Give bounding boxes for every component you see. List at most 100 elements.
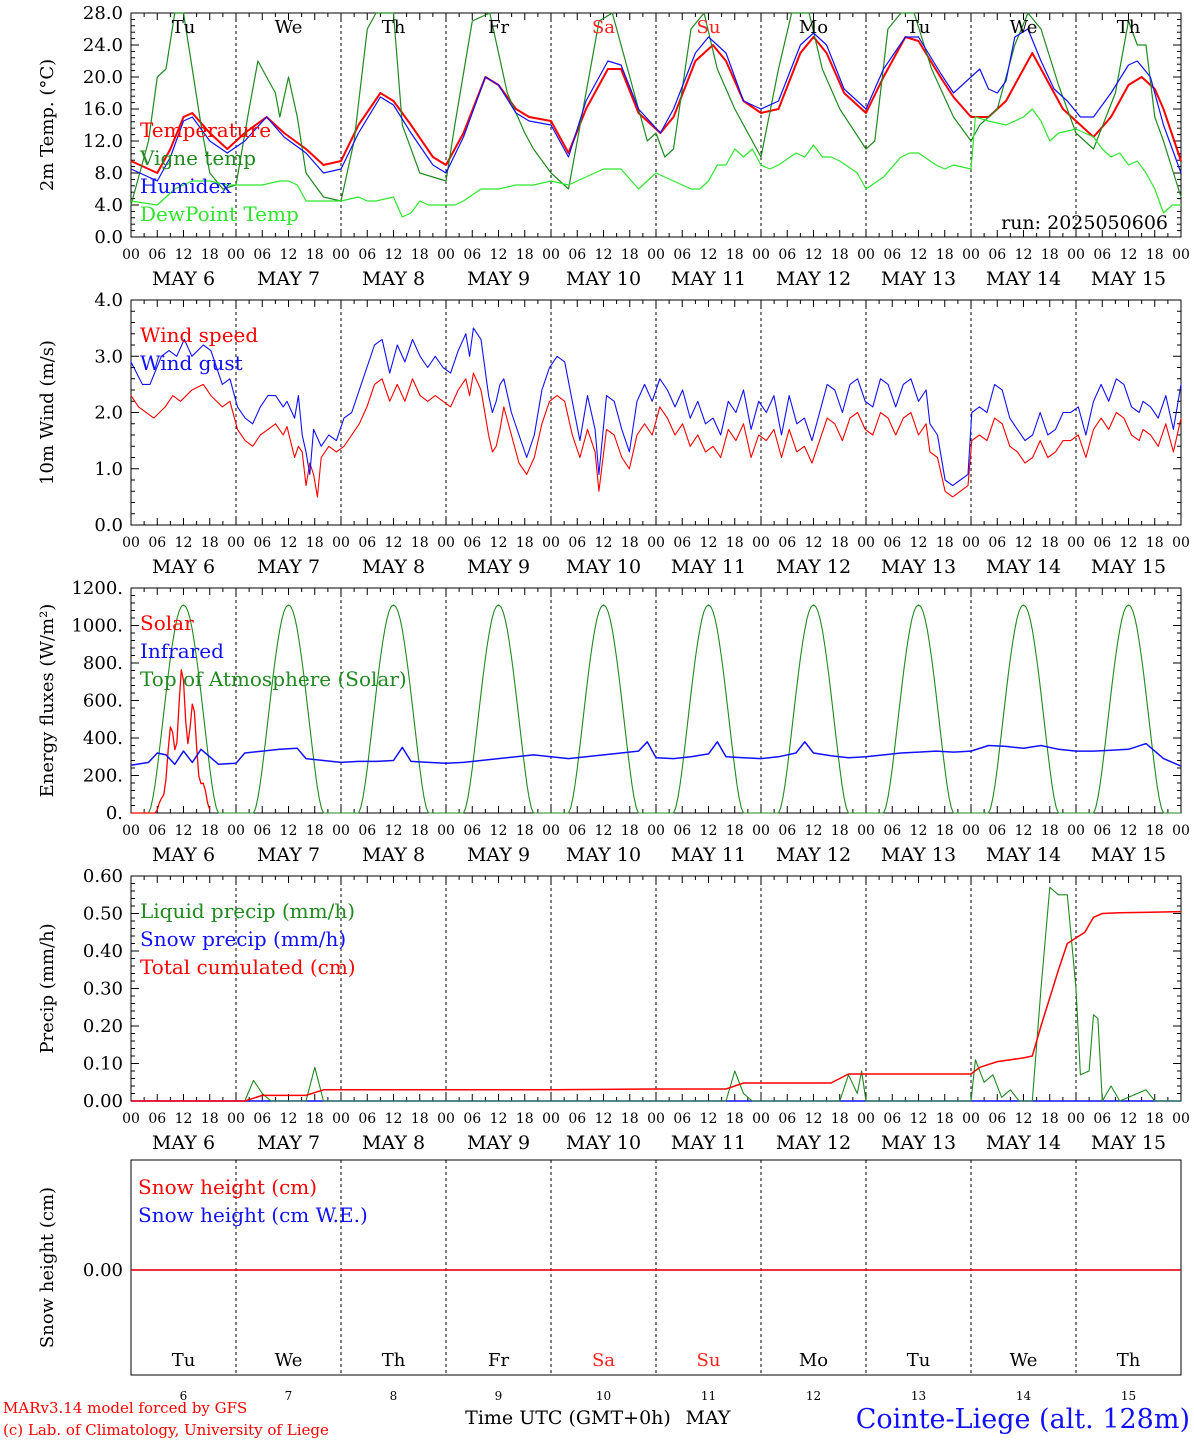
hour-label: 00 bbox=[752, 247, 770, 263]
legend-entry: DewPoint Temp bbox=[140, 202, 299, 226]
date-label: MAY 10 bbox=[566, 1132, 641, 1154]
hour-label: 12 bbox=[280, 247, 298, 263]
hour-label: 18 bbox=[1146, 535, 1164, 551]
hour-label: 18 bbox=[306, 1111, 324, 1127]
hour-label: 06 bbox=[253, 1111, 271, 1127]
hour-label: 18 bbox=[306, 535, 324, 551]
y-tick-label: 4.0 bbox=[94, 290, 123, 311]
hour-label: 18 bbox=[201, 823, 219, 839]
hour-label: 00 bbox=[1067, 1111, 1085, 1127]
series-line-total-cumulated bbox=[131, 910, 1182, 1102]
series-line-toa-solar bbox=[131, 604, 1181, 814]
date-label: MAY 15 bbox=[1091, 844, 1166, 866]
hour-label: 00 bbox=[332, 823, 350, 839]
weekday-label-top: Mo bbox=[799, 17, 828, 38]
y-axis-label: 2m Temp. (°C) bbox=[37, 59, 58, 191]
footer-copyright: (c) Lab. of Climatology, University of L… bbox=[3, 1421, 329, 1439]
y-tick-label: 800. bbox=[83, 653, 123, 674]
hour-label: 06 bbox=[988, 535, 1006, 551]
y-tick-label: 16.0 bbox=[83, 99, 123, 120]
day-number-label: 6 bbox=[180, 1389, 188, 1403]
hour-label: 18 bbox=[936, 1111, 954, 1127]
hour-label: 12 bbox=[700, 535, 718, 551]
data-lines bbox=[130, 12, 1182, 1271]
hour-label: 00 bbox=[647, 247, 665, 263]
hour-label: 06 bbox=[463, 823, 481, 839]
hour-label: 00 bbox=[1172, 247, 1190, 263]
hour-label: 18 bbox=[1146, 823, 1164, 839]
date-label: MAY 12 bbox=[776, 844, 851, 866]
hour-label: 06 bbox=[1093, 1111, 1111, 1127]
hour-label: 00 bbox=[962, 1111, 980, 1127]
date-label: MAY 13 bbox=[881, 1132, 956, 1154]
date-label: MAY 11 bbox=[671, 1132, 746, 1154]
hour-label: 00 bbox=[1067, 823, 1085, 839]
hour-label: 12 bbox=[595, 823, 613, 839]
legend-entry: Temperature bbox=[140, 118, 271, 142]
y-tick-label: 3.0 bbox=[94, 346, 123, 367]
hour-label: 06 bbox=[148, 247, 166, 263]
hour-label: 00 bbox=[647, 823, 665, 839]
hour-label: 18 bbox=[936, 535, 954, 551]
run-label: run: 2025050606 bbox=[1001, 212, 1168, 234]
hour-label: 00 bbox=[1067, 535, 1085, 551]
hour-label: 12 bbox=[175, 823, 193, 839]
hour-label: 18 bbox=[726, 535, 744, 551]
hour-label: 06 bbox=[253, 247, 271, 263]
date-label: MAY 9 bbox=[467, 1132, 530, 1154]
legends: Temperature Vigne temp Humidex DewPoint Tem… bbox=[138, 118, 407, 1227]
date-label: MAY 12 bbox=[776, 268, 851, 290]
series-line-infrared bbox=[130, 741, 1182, 767]
y-axis-label: Snow height (cm) bbox=[37, 1187, 58, 1348]
hour-label: 00 bbox=[752, 535, 770, 551]
date-label: MAY 10 bbox=[566, 556, 641, 578]
date-label: MAY 14 bbox=[986, 1132, 1061, 1154]
hour-label: 18 bbox=[1146, 1111, 1164, 1127]
day-number-label: 11 bbox=[701, 1389, 716, 1403]
hour-label: 12 bbox=[1015, 535, 1033, 551]
date-label: MAY 7 bbox=[257, 556, 320, 578]
legend-entry: Total cumulated (cm) bbox=[140, 955, 356, 979]
hour-label: 12 bbox=[595, 1111, 613, 1127]
legend-entry: Vigne temp bbox=[139, 146, 256, 170]
series-line-temperature bbox=[130, 36, 1182, 174]
hour-label: 18 bbox=[831, 247, 849, 263]
date-label: MAY 11 bbox=[671, 268, 746, 290]
date-label: MAY 15 bbox=[1091, 556, 1166, 578]
date-label: MAY 13 bbox=[881, 556, 956, 578]
hour-label: 12 bbox=[1120, 823, 1138, 839]
y-tick-label: 8.0 bbox=[94, 163, 123, 184]
hour-label: 18 bbox=[201, 535, 219, 551]
hour-label: 00 bbox=[752, 1111, 770, 1127]
hour-label: 00 bbox=[227, 823, 245, 839]
hour-label: 18 bbox=[1041, 1111, 1059, 1127]
legend-entry: Wind speed bbox=[140, 323, 258, 347]
hour-label: 00 bbox=[857, 823, 875, 839]
weekday-label-top: Th bbox=[1117, 17, 1141, 38]
hour-label: 00 bbox=[1172, 535, 1190, 551]
hour-label: 06 bbox=[778, 535, 796, 551]
series-line-dewpoint-temp bbox=[130, 108, 1181, 218]
weekday-label-top: Tu bbox=[172, 17, 196, 38]
date-label: MAY 7 bbox=[257, 268, 320, 290]
date-label: MAY 6 bbox=[152, 268, 215, 290]
y-tick-label: 0.0 bbox=[94, 227, 123, 248]
date-label: MAY 8 bbox=[362, 268, 425, 290]
hour-label: 06 bbox=[358, 823, 376, 839]
legend-entry: Wind gust bbox=[140, 351, 243, 375]
date-label: MAY 14 bbox=[986, 556, 1061, 578]
hour-label: 06 bbox=[358, 1111, 376, 1127]
y-axis-label: 10m Wind (m/s) bbox=[37, 340, 58, 485]
hour-label: 12 bbox=[700, 247, 718, 263]
y-axis-label: Energy fluxes (W/m²) bbox=[37, 604, 58, 798]
hour-label: 12 bbox=[1120, 535, 1138, 551]
hour-label: 06 bbox=[988, 1111, 1006, 1127]
hour-label: 06 bbox=[253, 535, 271, 551]
hour-label: 00 bbox=[122, 1111, 140, 1127]
hour-label: 06 bbox=[1093, 535, 1111, 551]
legend-entry: Solar bbox=[140, 611, 194, 635]
hour-label: 18 bbox=[1041, 535, 1059, 551]
hour-label: 18 bbox=[621, 247, 639, 263]
hour-label: 12 bbox=[1015, 1111, 1033, 1127]
